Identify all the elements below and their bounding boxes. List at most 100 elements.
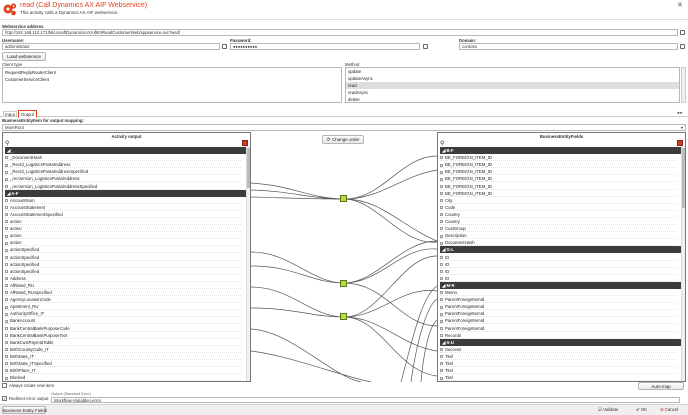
field-item[interactable]: Country: [440, 218, 676, 225]
method-item[interactable]: update: [348, 69, 362, 74]
field-item[interactable]: _recVersion_LogisticsPostalAddressSpecif…: [5, 183, 241, 190]
field-item[interactable]: Titel: [440, 367, 676, 375]
field-item[interactable]: BE_FOREIGN_ITEM_ID: [440, 183, 676, 190]
field-item[interactable]: BE_FOREIGN_ITEM_ID: [440, 190, 676, 197]
field-item[interactable]: Address: [5, 275, 241, 282]
group-header[interactable]: ◢ A-F: [5, 189, 248, 197]
field-item[interactable]: Records: [440, 332, 676, 339]
right-scrollbar[interactable]: [681, 146, 685, 381]
auto-map-button[interactable]: Auto-map: [638, 382, 684, 390]
output-standard-input[interactable]: Workflow-Variablen.error: [51, 397, 680, 403]
group-header[interactable]: ◢ _: [5, 147, 248, 154]
field-item[interactable]: actionSpecified: [5, 261, 241, 268]
cancel-button[interactable]: ⊗ Cancel: [660, 407, 679, 412]
field-item[interactable]: Titel: [440, 374, 676, 381]
field-item[interactable]: BE_FOREIGN_ITEM_ID: [440, 168, 676, 176]
field-item[interactable]: AgencyLocationCode: [5, 296, 241, 304]
username-input[interactable]: administrator: [2, 43, 220, 50]
tab-input[interactable]: Input: [3, 111, 17, 117]
field-item[interactable]: BankAccount: [5, 317, 241, 325]
ok-button[interactable]: ✔ OK: [636, 407, 648, 412]
validate-button[interactable]: ☑ Validate: [598, 407, 619, 412]
field-item[interactable]: _RecId_LogisticsPostalAddressSpecified: [5, 168, 241, 176]
group-header[interactable]: ◢ G-L: [440, 246, 683, 254]
password-input[interactable]: ●●●●●●●●●●: [230, 43, 420, 50]
domain-input[interactable]: contoso: [459, 43, 678, 50]
client-type-item[interactable]: CustomerServiceClient: [5, 77, 49, 82]
field-item[interactable]: BE_FOREIGN_ITEM_ID: [440, 175, 676, 183]
load-webservice-button[interactable]: Load webservice: [2, 52, 46, 61]
field-item[interactable]: AuthorityOffice_IT: [5, 310, 241, 318]
search-icon[interactable]: ⚲: [5, 141, 10, 147]
field-item[interactable]: action: [5, 232, 241, 240]
field-item[interactable]: actionSpecified: [5, 246, 241, 254]
field-item[interactable]: ParentForeignItemId: [440, 296, 676, 304]
field-item[interactable]: City: [440, 197, 676, 204]
field-item[interactable]: AfRated_RU: [5, 282, 241, 289]
method-item[interactable]: delete: [348, 97, 360, 102]
tab-scroll-arrows[interactable]: ◂ ▸: [677, 110, 683, 115]
client-type-list[interactable]: RequestReplyRouterClient CustomerService…: [2, 67, 342, 103]
group-header[interactable]: ◢ S-U: [440, 338, 683, 346]
field-item[interactable]: ID: [440, 254, 676, 261]
field-item[interactable]: _DocumentHash: [5, 154, 241, 162]
search-icon[interactable]: ⚲: [440, 141, 445, 147]
field-item[interactable]: AfRated_RUSpecified: [5, 289, 241, 296]
domain-edit-icon[interactable]: [680, 44, 685, 49]
field-item[interactable]: ID: [440, 275, 676, 282]
field-item[interactable]: AccountNum: [5, 197, 241, 204]
field-item[interactable]: Blocked: [5, 374, 241, 381]
field-item[interactable]: Titel: [440, 360, 676, 367]
mapping-node-icon[interactable]: [340, 280, 347, 287]
field-item[interactable]: ID: [440, 268, 676, 275]
group-header[interactable]: ◢ M-R: [440, 281, 683, 289]
business-entity-fields-button[interactable]: Business Entity Fields: [2, 406, 48, 414]
field-item[interactable]: BankCentralBankPurposeText: [5, 332, 241, 339]
field-item[interactable]: Code: [440, 204, 676, 211]
field-item[interactable]: DocumentHash: [440, 239, 676, 247]
mapping-node-icon[interactable]: [340, 313, 347, 320]
field-item[interactable]: BirthDate_ITSpecified: [5, 360, 241, 367]
field-item[interactable]: BankCentralBankPurposeCode: [5, 325, 241, 332]
group-header[interactable]: ◢ B-F: [440, 147, 683, 154]
username-edit-icon[interactable]: [222, 44, 227, 49]
field-item[interactable]: Apartment_RU: [5, 303, 241, 311]
field-item[interactable]: Titel: [440, 353, 676, 360]
client-type-item[interactable]: RequestReplyRouterClient: [5, 70, 56, 75]
field-item[interactable]: action: [5, 218, 241, 225]
field-item[interactable]: BirthPlace_IT: [5, 367, 241, 375]
field-item[interactable]: action: [5, 239, 241, 247]
close-icon[interactable]: ✕: [677, 2, 683, 9]
field-item[interactable]: actionSpecified: [5, 268, 241, 275]
webservice-input[interactable]: http://192.168.110.171/MicrosoftDynamics…: [2, 29, 678, 36]
field-item[interactable]: BankCustPaymIdTable: [5, 339, 241, 346]
filter-clear-icon[interactable]: [677, 140, 683, 146]
field-item[interactable]: AccountStatementSpecified: [5, 211, 241, 218]
method-scrollbar[interactable]: [681, 67, 686, 103]
field-item[interactable]: _RecId_LogisticsPostalAddress: [5, 161, 241, 169]
field-item[interactable]: ID: [440, 261, 676, 268]
field-item[interactable]: BE_FOREIGN_ITEM_ID: [440, 154, 676, 162]
method-item[interactable]: readAsync: [348, 90, 369, 95]
field-item[interactable]: ParentForeignItemId: [440, 325, 676, 332]
field-item[interactable]: Description: [440, 232, 676, 240]
always-create-checkbox[interactable]: [2, 383, 7, 388]
field-item[interactable]: Country: [440, 211, 676, 218]
item-for-mapping-select[interactable]: MoreRoot ▾: [2, 124, 686, 131]
field-item[interactable]: action: [5, 225, 241, 233]
field-item[interactable]: Memo: [440, 289, 676, 296]
method-list[interactable]: update updateAsync read readAsync delete: [345, 67, 680, 103]
field-item[interactable]: _recVersion_LogisticsPostalAddress: [5, 175, 241, 183]
field-item[interactable]: Success: [440, 346, 676, 353]
field-item[interactable]: BE_FOREIGN_ITEM_ID: [440, 161, 676, 169]
webservice-edit-icon[interactable]: [680, 30, 685, 35]
field-item[interactable]: CustGroup: [440, 225, 676, 233]
tab-output[interactable]: Output: [18, 110, 37, 118]
redirect-error-checkbox[interactable]: ✓: [2, 396, 7, 401]
filter-clear-icon[interactable]: [242, 140, 248, 146]
left-scrollbar[interactable]: [246, 146, 250, 381]
field-item[interactable]: ParentForeignItemId: [440, 303, 676, 311]
mapping-node-icon[interactable]: [340, 195, 347, 202]
field-item[interactable]: actionSpecified: [5, 254, 241, 261]
field-item[interactable]: BirthCountyCode_IT: [5, 346, 241, 353]
